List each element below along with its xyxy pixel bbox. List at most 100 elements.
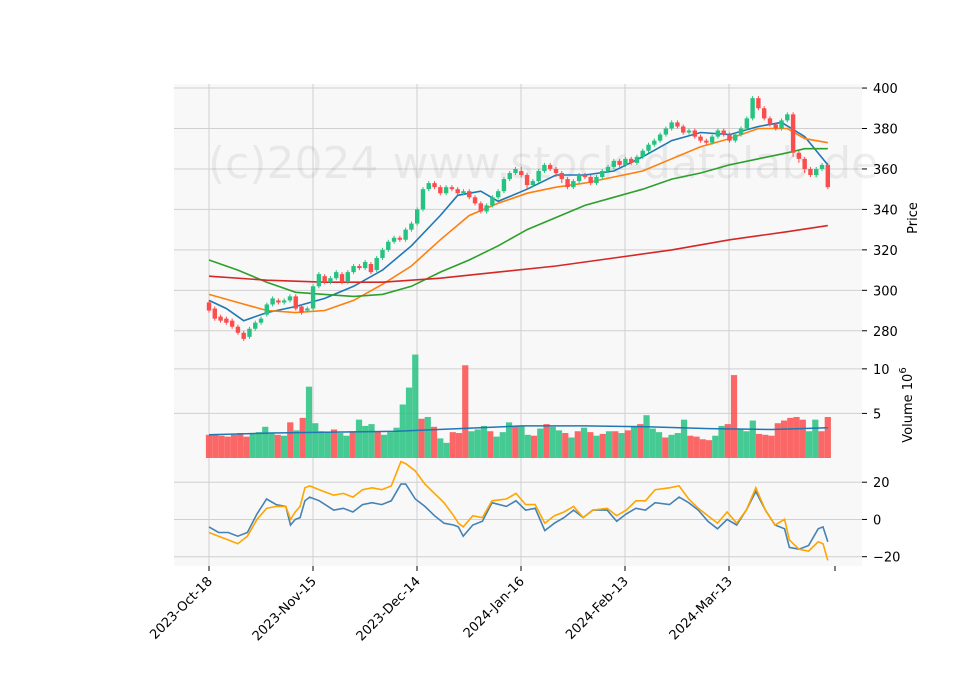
candle-body <box>391 237 397 242</box>
volume-bar <box>662 437 669 458</box>
volume-bar <box>705 440 713 458</box>
candle-body <box>310 286 316 309</box>
volume-bar <box>418 418 425 458</box>
volume-moving-average-line <box>208 425 828 436</box>
volume-bar <box>312 423 319 458</box>
volume-bar <box>749 420 756 458</box>
candle-body <box>357 266 362 269</box>
volume-bar <box>593 435 600 458</box>
candle-body <box>721 130 726 135</box>
volume-tick-label: 10 <box>873 363 890 378</box>
volume-bar <box>518 425 525 458</box>
candle-body <box>432 183 437 188</box>
candle-body <box>628 158 634 163</box>
volume-bar <box>493 436 500 458</box>
price-tick-label: 400 <box>873 82 898 97</box>
volume-bar <box>580 427 588 458</box>
volume-bar <box>655 432 663 458</box>
candle-body <box>634 156 640 163</box>
candle-body <box>513 168 518 173</box>
candle-body <box>571 181 576 188</box>
volume-bar <box>793 416 800 458</box>
candle-body <box>698 136 703 141</box>
volume-bar <box>737 428 744 458</box>
candle-body <box>299 306 304 313</box>
price-panel: (c)2024 www.stock-datalab.de 28030032034… <box>174 82 921 351</box>
volume-axis-exponent: 6 <box>898 367 909 373</box>
candle-body <box>594 177 599 184</box>
volume-bar <box>362 425 369 458</box>
volume-bar <box>693 436 700 458</box>
volume-bar <box>630 425 638 458</box>
candle-body <box>600 170 605 178</box>
candle-body <box>530 181 536 186</box>
candle-body <box>218 316 223 321</box>
candle-body <box>478 203 484 212</box>
candle-body <box>247 328 252 337</box>
candle-body <box>796 152 802 159</box>
volume-bar <box>680 419 688 458</box>
volume-bar <box>437 438 444 458</box>
volume-bar <box>637 424 644 458</box>
oscillator-panel-background <box>174 458 862 566</box>
oscillator-panel: 20 0 −20 <box>174 458 900 566</box>
price-tick-label: 320 <box>873 244 898 259</box>
x-tick-label: 2024-Mar-13 <box>667 574 736 643</box>
candle-body <box>472 197 478 204</box>
candle-body <box>414 209 420 224</box>
volume-bar <box>280 435 288 458</box>
volume-bar <box>605 431 613 458</box>
candle-body <box>403 229 408 240</box>
candle-body <box>542 164 547 171</box>
volume-bar <box>718 425 725 458</box>
candle-body <box>380 249 385 258</box>
candle-body <box>281 300 287 303</box>
x-tick-label: 2023-Oct-18 <box>147 574 215 642</box>
volume-bar <box>349 431 356 458</box>
volume-bar <box>762 434 769 458</box>
volume-bar <box>687 435 694 458</box>
candle-body <box>206 302 212 311</box>
price-tick-label: 380 <box>873 123 898 138</box>
candle-body <box>588 177 593 184</box>
volume-bar <box>405 387 413 458</box>
volume-bar <box>812 419 819 458</box>
volume-bar <box>218 435 225 458</box>
candle-body <box>744 118 750 129</box>
volume-bar <box>755 433 763 458</box>
candle-body <box>328 278 333 283</box>
candle-body <box>750 98 755 119</box>
candle-body <box>420 189 426 210</box>
volume-bar <box>649 428 656 458</box>
candle-body <box>553 168 559 173</box>
volume-tick-label: 5 <box>873 407 881 422</box>
candle-body <box>287 296 293 301</box>
volume-bar <box>299 417 306 458</box>
volume-bar <box>805 431 813 458</box>
volume-bar <box>599 433 606 458</box>
volume-bar <box>387 432 394 458</box>
candle-body <box>276 300 281 303</box>
candle-body <box>773 124 778 129</box>
volume-panel: 5 10 Volume 106 <box>174 351 916 458</box>
candle-body <box>224 318 229 323</box>
volume-axis-title: Volume 106 <box>898 367 916 442</box>
candle-body <box>495 191 501 198</box>
candle-body <box>652 140 657 145</box>
x-tick-label: 2023-Nov-15 <box>250 574 320 644</box>
candle-body <box>490 197 495 206</box>
candle-body <box>790 114 796 153</box>
volume-bar <box>774 423 781 458</box>
candle-body <box>605 166 611 171</box>
price-axis-title: Price <box>906 202 921 234</box>
candle-body <box>681 126 686 133</box>
candle-body <box>253 322 258 329</box>
candle-body <box>316 274 322 287</box>
volume-bar <box>618 433 625 458</box>
price-tick-label: 340 <box>873 203 898 218</box>
volume-bar <box>537 428 544 458</box>
volume-bar <box>499 432 506 458</box>
volume-bar <box>237 433 244 458</box>
volume-bar <box>780 420 788 458</box>
candle-body <box>611 160 617 167</box>
